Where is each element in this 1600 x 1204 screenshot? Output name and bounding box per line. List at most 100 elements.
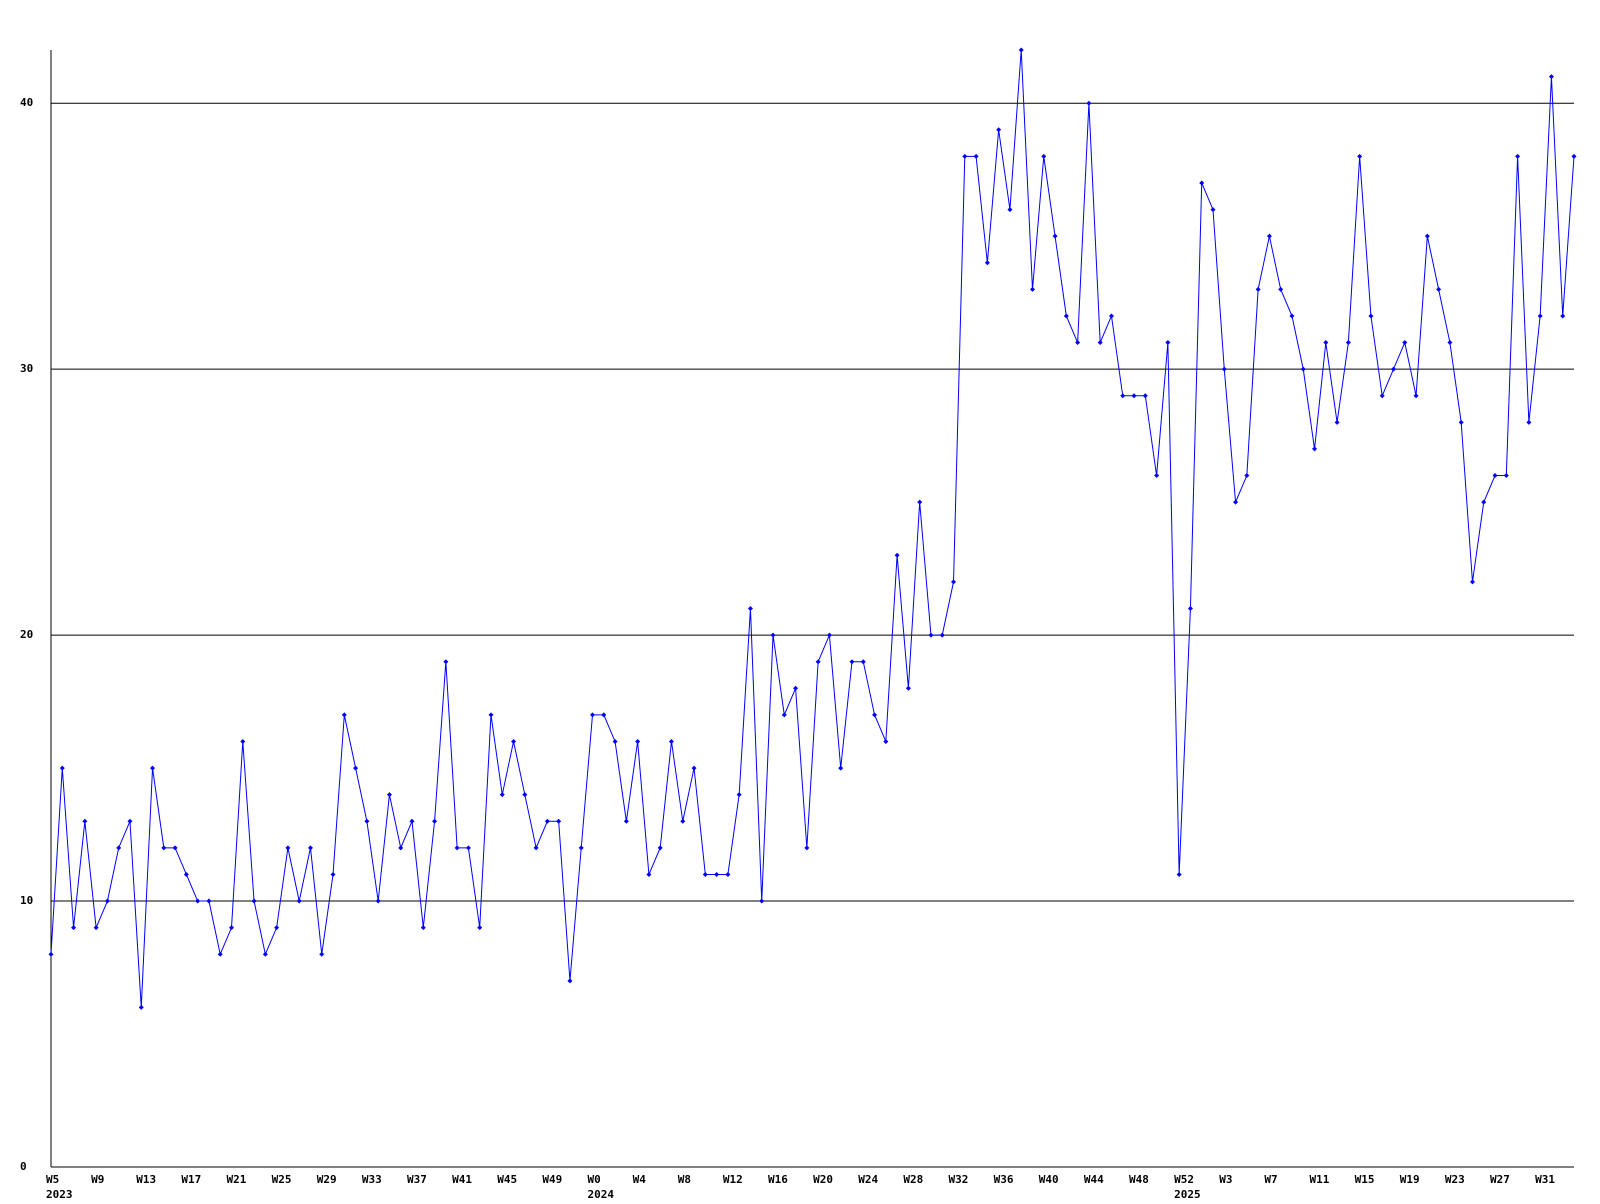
point xyxy=(274,925,280,931)
point xyxy=(1368,313,1374,319)
point xyxy=(454,845,460,851)
point xyxy=(793,685,799,691)
point xyxy=(1537,313,1543,319)
point xyxy=(477,925,483,931)
point xyxy=(544,818,550,824)
point xyxy=(319,951,325,957)
x-tick-label: W3 xyxy=(1219,1173,1232,1186)
point xyxy=(1469,579,1475,585)
x-tick-label: W16 xyxy=(768,1173,788,1186)
point xyxy=(364,818,370,824)
point xyxy=(138,1004,144,1010)
point xyxy=(567,978,573,984)
point xyxy=(432,818,438,824)
point xyxy=(161,845,167,851)
point xyxy=(375,898,381,904)
x-tick-label: W36 xyxy=(994,1173,1014,1186)
point xyxy=(488,712,494,718)
point xyxy=(1176,871,1182,877)
point xyxy=(398,845,404,851)
x-tick-label: W25 xyxy=(272,1173,292,1186)
x-tick-label: W28 xyxy=(903,1173,923,1186)
point xyxy=(511,738,517,744)
point xyxy=(781,712,787,718)
point xyxy=(409,818,415,824)
point xyxy=(59,765,65,771)
point xyxy=(307,845,313,851)
point xyxy=(499,792,505,798)
point xyxy=(714,871,720,877)
x-tick-label: W0 xyxy=(588,1173,601,1186)
point xyxy=(240,738,246,744)
x-tick-label: W24 xyxy=(858,1173,878,1186)
point xyxy=(747,606,753,611)
point xyxy=(702,871,708,877)
point xyxy=(1560,313,1566,319)
point xyxy=(928,632,934,638)
x-tick-label: W31 xyxy=(1535,1173,1555,1186)
point xyxy=(229,925,235,931)
point xyxy=(217,951,223,957)
point xyxy=(872,712,878,718)
point xyxy=(1210,207,1216,213)
point xyxy=(894,552,900,558)
x-tick-label: W23 xyxy=(1445,1173,1465,1186)
x-tick-label: W52 xyxy=(1174,1173,1194,1186)
x-tick-label: W44 xyxy=(1084,1173,1104,1186)
point xyxy=(917,499,923,505)
point xyxy=(578,845,584,851)
point xyxy=(1278,286,1284,292)
point xyxy=(1503,473,1509,479)
point xyxy=(48,951,54,957)
x-tick-label: W19 xyxy=(1400,1173,1420,1186)
x-tick-label: W33 xyxy=(362,1173,382,1186)
point xyxy=(251,898,257,904)
point xyxy=(984,260,990,266)
point xyxy=(951,579,957,585)
point xyxy=(1029,286,1035,292)
point xyxy=(657,845,663,851)
point xyxy=(71,925,77,931)
point xyxy=(1447,340,1453,346)
x-tick-label: W7 xyxy=(1264,1173,1277,1186)
x-tick-label: W15 xyxy=(1355,1173,1375,1186)
point xyxy=(1413,393,1419,399)
point xyxy=(680,818,686,824)
x-tick-label: W37 xyxy=(407,1173,427,1186)
point xyxy=(465,845,471,851)
x-tick-label: W29 xyxy=(317,1173,337,1186)
y-tick-label: 20 xyxy=(20,628,33,641)
y-tick-label: 30 xyxy=(20,362,33,375)
point xyxy=(1481,499,1487,505)
point xyxy=(736,792,742,798)
point xyxy=(668,738,674,744)
point xyxy=(1154,473,1160,479)
point xyxy=(601,712,607,718)
point xyxy=(590,712,596,718)
point xyxy=(195,898,201,904)
point xyxy=(1131,393,1137,399)
point xyxy=(353,765,359,771)
point xyxy=(183,871,189,877)
point xyxy=(1266,233,1272,239)
x-tick-label: W21 xyxy=(227,1173,247,1186)
point xyxy=(1075,340,1081,346)
point xyxy=(285,845,291,851)
point xyxy=(1289,313,1295,319)
point xyxy=(330,871,336,877)
x-tick-label: W13 xyxy=(136,1173,156,1186)
point xyxy=(443,659,449,665)
point xyxy=(341,712,347,718)
point xyxy=(1221,366,1227,372)
y-tick-label: 40 xyxy=(20,96,33,109)
point xyxy=(1097,340,1103,346)
point xyxy=(996,127,1002,133)
point xyxy=(1142,393,1148,399)
point xyxy=(612,738,618,744)
point xyxy=(635,738,641,744)
x-tick-label: W48 xyxy=(1129,1173,1149,1186)
point xyxy=(1120,393,1126,399)
x-tick-label: W8 xyxy=(678,1173,691,1186)
point xyxy=(1424,233,1430,239)
point xyxy=(1244,473,1250,479)
